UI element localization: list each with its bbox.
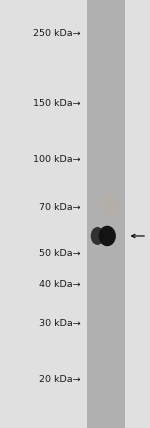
- Text: 150 kDa→: 150 kDa→: [33, 99, 81, 108]
- Text: 70 kDa→: 70 kDa→: [39, 203, 81, 212]
- Text: 30 kDa→: 30 kDa→: [39, 319, 81, 328]
- Ellipse shape: [91, 227, 104, 245]
- Text: 250 kDa→: 250 kDa→: [33, 29, 81, 38]
- Text: 100 kDa→: 100 kDa→: [33, 155, 81, 163]
- Text: 20 kDa→: 20 kDa→: [39, 375, 81, 384]
- Bar: [87, 0, 124, 428]
- Text: 40 kDa→: 40 kDa→: [39, 280, 81, 289]
- Ellipse shape: [99, 226, 116, 246]
- Text: 50 kDa→: 50 kDa→: [39, 250, 81, 259]
- Text: www.
PTGAB
.COM: www. PTGAB .COM: [93, 190, 123, 221]
